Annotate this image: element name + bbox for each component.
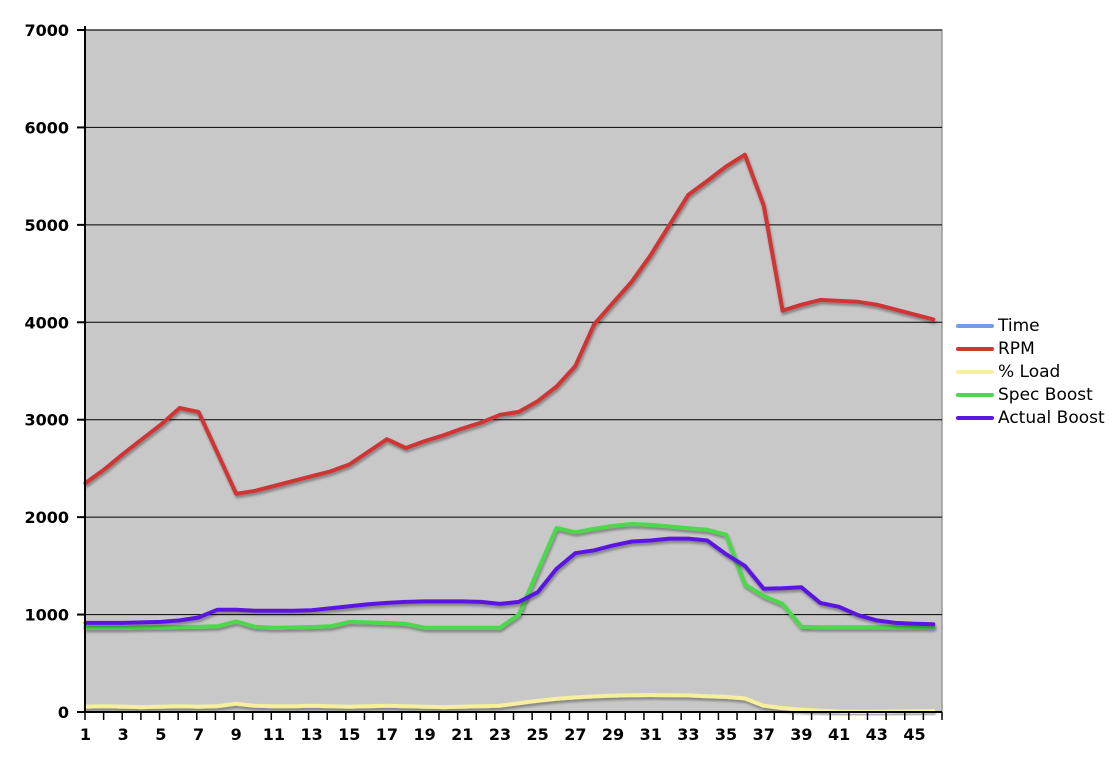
legend-label-actual-boost: Actual Boost	[998, 408, 1105, 428]
legend-item-rpm: RPM	[956, 339, 1105, 359]
legend-item-spec-boost: Spec Boost	[956, 385, 1105, 405]
x-tick-label-45: 45	[903, 725, 925, 744]
x-tick-label-27: 27	[564, 725, 586, 744]
x-tick-label-13: 13	[300, 725, 322, 744]
series-line-load	[83, 693, 936, 714]
legend-item-load: % Load	[956, 362, 1105, 382]
x-tick-label-19: 19	[413, 725, 435, 744]
series-line-rpm	[83, 152, 936, 496]
legend-line-swatch-spec-boost	[956, 393, 994, 397]
x-tick-label-1: 1	[80, 725, 91, 744]
x-tick-label-3: 3	[118, 725, 129, 744]
x-tick-label-37: 37	[753, 725, 775, 744]
legend-item-actual-boost: Actual Boost	[956, 408, 1105, 428]
x-tick-label-33: 33	[677, 725, 699, 744]
x-tick-label-41: 41	[828, 725, 850, 744]
y-tick-label-4000: 4000	[24, 313, 69, 332]
x-tick-label-7: 7	[193, 725, 204, 744]
x-tick-label-43: 43	[866, 725, 888, 744]
y-tick-label-1000: 1000	[24, 606, 69, 625]
y-tick-label-2000: 2000	[24, 508, 69, 527]
series-line-actual-boost	[83, 536, 936, 627]
x-tick-label-29: 29	[602, 725, 624, 744]
y-tick-label-5000: 5000	[24, 216, 69, 235]
legend-label-rpm: RPM	[998, 339, 1035, 359]
legend-label-spec-boost: Spec Boost	[998, 385, 1093, 405]
x-tick-label-31: 31	[640, 725, 662, 744]
x-tick-label-23: 23	[489, 725, 511, 744]
y-tick-label-7000: 7000	[24, 21, 69, 40]
x-tick-label-9: 9	[231, 725, 242, 744]
plot-area	[84, 29, 943, 713]
x-tick-label-39: 39	[790, 725, 812, 744]
legend-line-swatch-actual-boost	[956, 416, 994, 420]
x-tick-label-11: 11	[263, 725, 285, 744]
x-tick-label-21: 21	[451, 725, 473, 744]
x-tick-label-35: 35	[715, 725, 737, 744]
legend-label-load: % Load	[998, 362, 1061, 382]
legend-label-time: Time	[998, 316, 1040, 336]
y-tick-label-0: 0	[58, 703, 69, 722]
legend-line-swatch-time	[956, 324, 994, 328]
y-tick-label-6000: 6000	[24, 118, 69, 137]
chart-legend: Time RPM % Load Spec Boost Actual Boost	[956, 316, 1105, 428]
legend-item-time: Time	[956, 316, 1105, 336]
series-line-spec-boost	[83, 522, 936, 630]
x-tick-label-15: 15	[338, 725, 360, 744]
x-tick-label-17: 17	[376, 725, 398, 744]
y-tick-label-3000: 3000	[24, 411, 69, 430]
legend-line-swatch-load	[956, 370, 994, 374]
x-tick-label-5: 5	[155, 725, 166, 744]
x-tick-label-25: 25	[527, 725, 549, 744]
legend-line-swatch-rpm	[956, 347, 994, 351]
